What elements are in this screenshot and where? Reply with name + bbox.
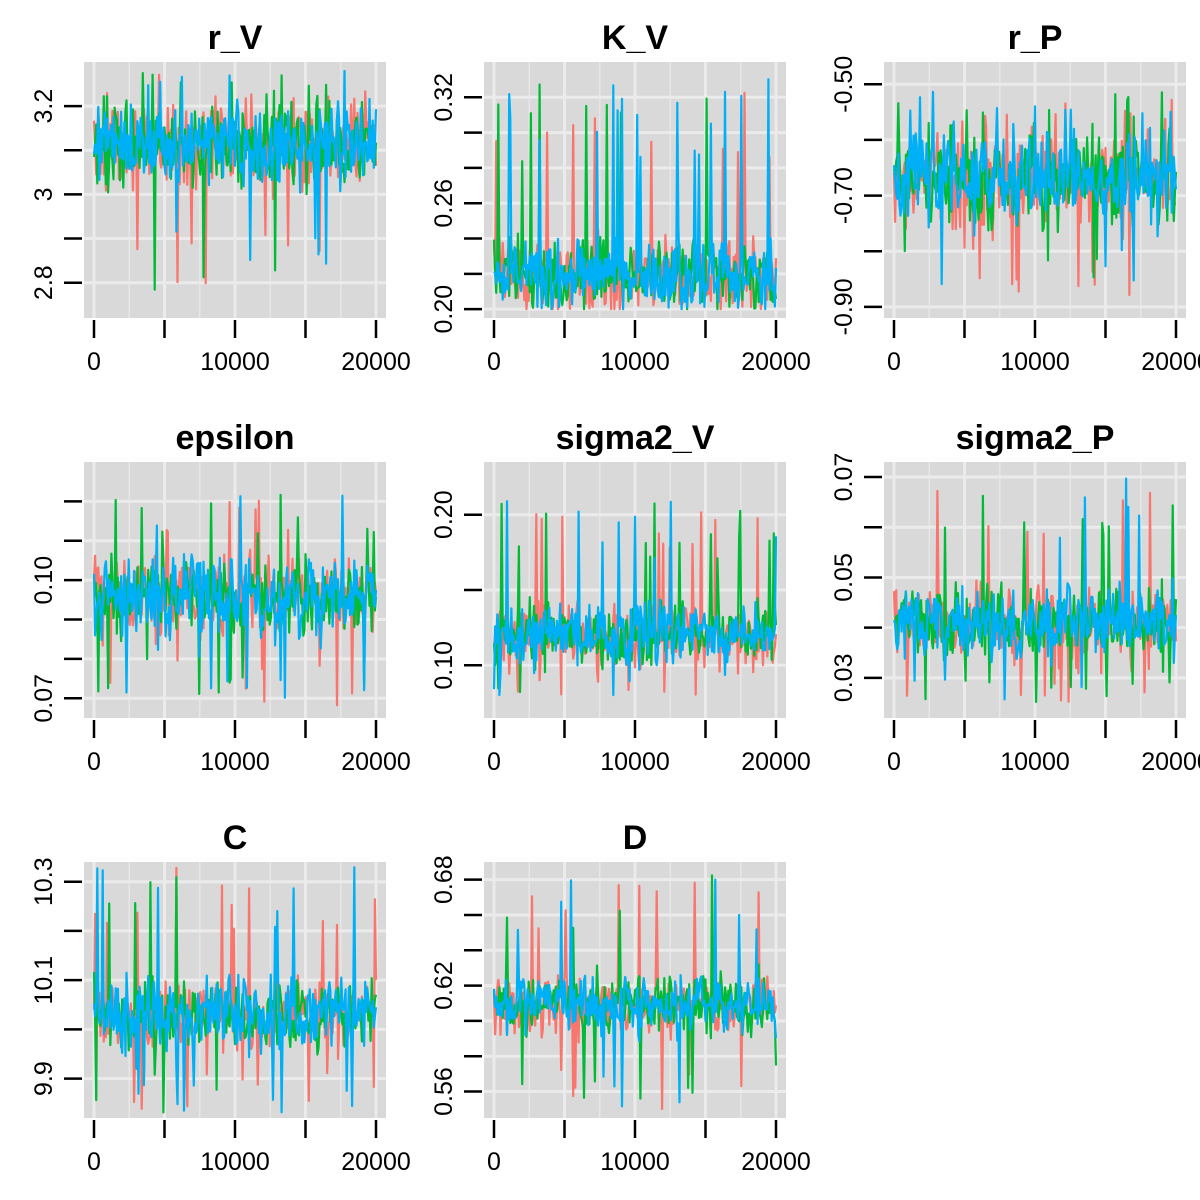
y-tick-label: 0.32 [430,73,458,122]
y-tick-label: -0.90 [830,278,858,335]
x-tick-label: 0 [887,348,901,376]
y-tick-label: 0.07 [30,674,58,723]
x-tick-label: 10000 [1000,348,1070,376]
panel-epsilon: epsilon 0.07 0.10 0 10000 20000 [30,419,411,776]
x-tick-label: 0 [87,348,101,376]
x-tick-label: 20000 [741,748,811,776]
y-tick-label: 0.62 [430,961,458,1010]
panel-title: epsilon [175,419,294,457]
panel-sigma2_V: sigma2_V 0.10 0.20 0 10000 20000 [430,419,811,776]
x-tick-label: 0 [487,348,501,376]
panel-r_P: r_P -0.90 -0.70 -0.50 0 10000 20000 [830,19,1200,376]
panel-C: C 9.9 10.1 10.3 0 10000 20000 [30,819,411,1176]
x-tick-label: 20000 [341,748,411,776]
y-tick-label: 0.07 [830,453,858,502]
panel-title: r_V [208,19,263,57]
trace-series-3 [92,494,378,699]
x-axis: 0 10000 20000 [487,1120,811,1176]
x-tick-label: 20000 [741,1148,811,1176]
y-tick-label: 0.68 [430,855,458,904]
trace-series-3 [492,500,778,697]
y-tick-label: 0.10 [30,556,58,605]
panel-title: K_V [602,19,668,57]
x-axis: 0 10000 20000 [87,720,411,776]
x-tick-label: 0 [87,748,101,776]
panel-title: sigma2_V [556,419,715,457]
y-axis: 0.07 0.10 [30,500,82,723]
trace-series-3 [493,78,778,311]
y-tick-label: 0.26 [430,179,458,228]
panel-title: D [623,819,648,857]
x-axis: 0 10000 20000 [87,320,411,376]
x-tick-label: 20000 [1141,748,1200,776]
panel-title: r_P [1008,19,1063,57]
x-tick-label: 10000 [600,748,670,776]
x-axis: 0 10000 20000 [887,720,1200,776]
trace-series-3 [92,866,378,1114]
x-tick-label: 10000 [200,348,270,376]
y-tick-label: -0.50 [830,56,858,113]
x-tick-label: 0 [487,1148,501,1176]
x-tick-label: 20000 [341,348,411,376]
x-tick-label: 10000 [1000,748,1070,776]
y-tick-label: 3.2 [30,89,58,124]
x-tick-label: 10000 [200,1148,270,1176]
x-tick-label: 0 [87,1148,101,1176]
x-tick-label: 0 [887,748,901,776]
y-tick-label: 0.10 [430,641,458,690]
panel-K_V: K_V 0.20 0.26 0.32 0 10000 20000 [430,19,811,376]
y-tick-label: 3 [30,187,58,201]
y-tick-label: -0.70 [830,167,858,224]
y-tick-label: 0.05 [830,553,858,602]
panel-title: sigma2_P [956,419,1115,457]
trace-series-3 [492,878,778,1108]
y-axis: 9.9 10.1 10.3 [30,857,82,1096]
x-axis: 0 10000 20000 [487,720,811,776]
x-tick-label: 20000 [741,348,811,376]
y-tick-label: 0.20 [430,490,458,539]
panel-sigma2_P: sigma2_P 0.03 0.05 0.07 0 10000 20000 [830,419,1200,776]
y-axis: 0.56 0.62 0.68 [430,855,482,1116]
y-tick-label: 2.8 [30,265,58,300]
x-tick-label: 0 [487,748,501,776]
y-axis: -0.90 -0.70 -0.50 [830,56,882,335]
x-axis: 0 10000 20000 [487,320,811,376]
panel-D: D 0.56 0.62 0.68 0 10000 20000 [430,819,811,1176]
panel-r_V: r_V 2.8 3 3.2 0 10000 20000 [30,19,411,376]
y-tick-label: 0.56 [430,1067,458,1116]
x-tick-label: 10000 [200,748,270,776]
x-tick-label: 10000 [600,1148,670,1176]
y-axis: 0.03 0.05 0.07 [830,453,882,702]
trace-series-3 [92,69,378,265]
y-tick-label: 9.9 [30,1061,58,1096]
x-tick-label: 20000 [341,1148,411,1176]
x-axis: 0 10000 20000 [887,320,1200,376]
trace-series-3 [892,90,1178,286]
panel-title: C [223,819,248,857]
y-tick-label: 10.1 [30,956,58,1005]
x-tick-label: 20000 [1141,348,1200,376]
x-axis: 0 10000 20000 [87,1120,411,1176]
trace-series-3 [892,477,1178,701]
y-tick-label: 0.03 [830,654,858,703]
y-tick-label: 10.3 [30,857,58,906]
x-tick-label: 10000 [600,348,670,376]
y-axis: 2.8 3 3.2 [30,89,82,300]
y-axis: 0.20 0.26 0.32 [430,73,482,334]
y-axis: 0.10 0.20 [430,490,482,690]
trace-series-2 [492,874,778,1100]
y-tick-label: 0.20 [430,285,458,334]
